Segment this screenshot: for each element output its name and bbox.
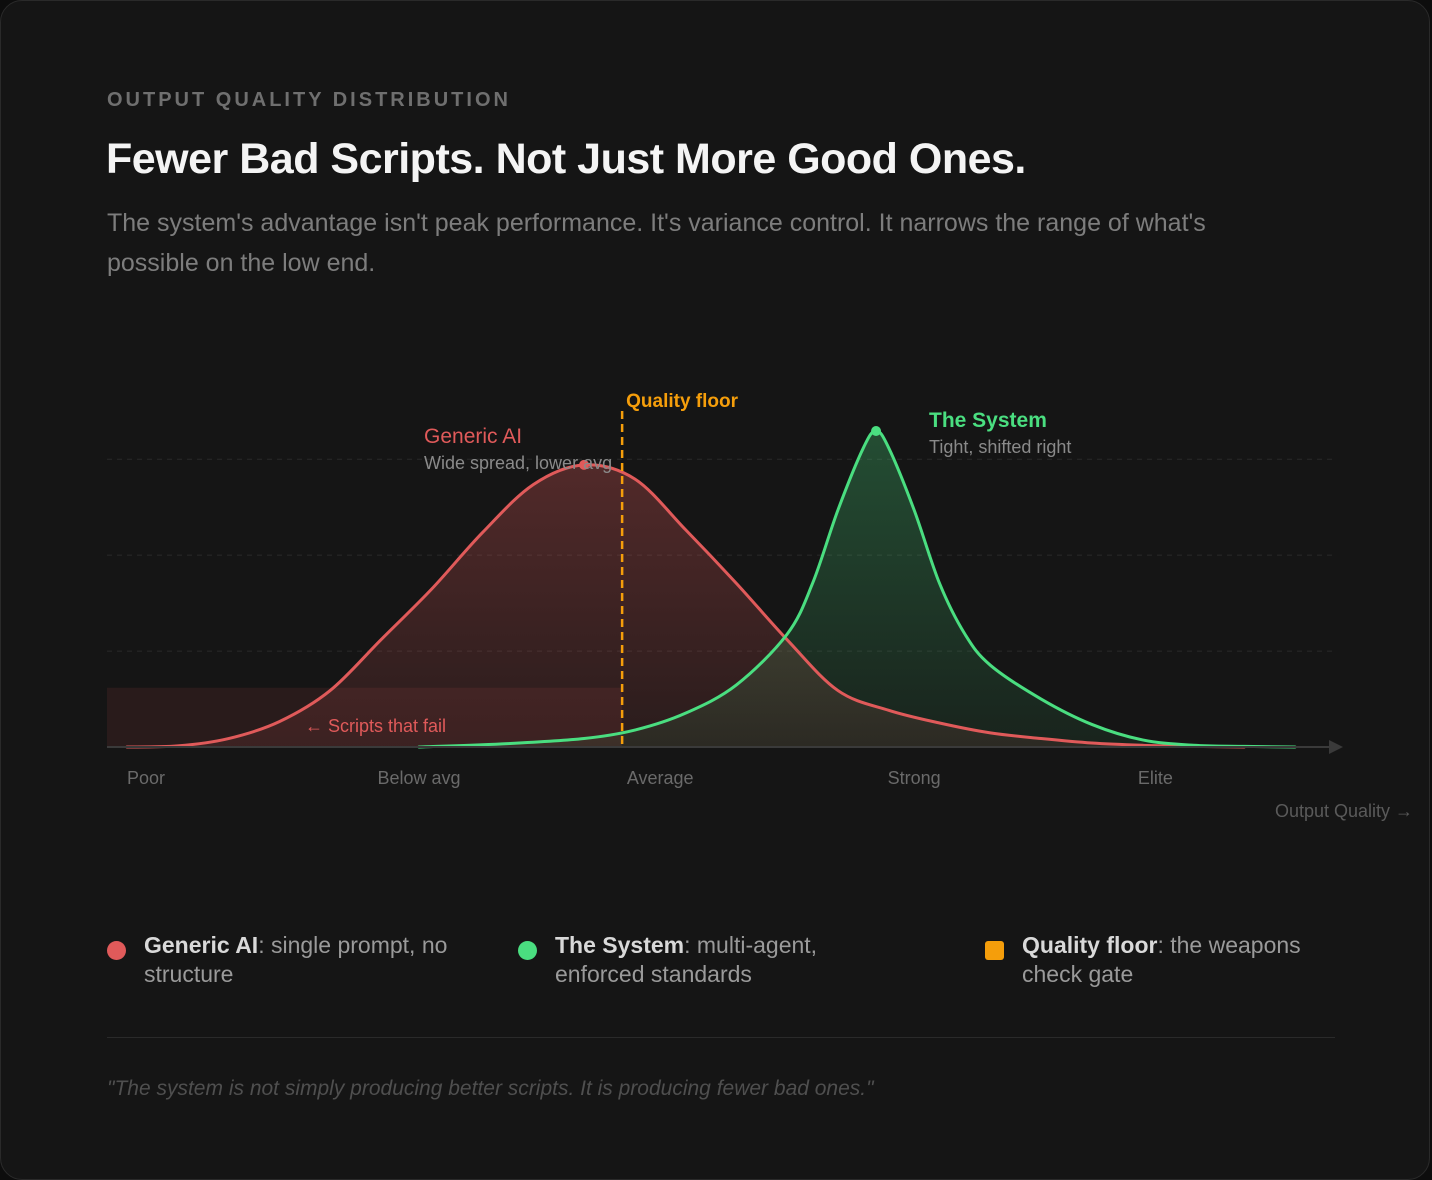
generic-ai-label: Generic AI <box>424 425 522 448</box>
x-axis-title: Output Quality → <box>1275 801 1413 821</box>
chart-subtitle: The system's advantage isn't peak perfor… <box>107 209 1206 277</box>
x-tick-label: Strong <box>888 768 941 788</box>
legend-floor-name: Quality floor <box>1022 932 1158 958</box>
system-label: The System <box>929 409 1047 432</box>
footer-divider <box>107 1037 1335 1038</box>
legend-floor-desc: : the weapons check gate <box>1022 932 1301 987</box>
generic-ai-sublabel: Wide spread, lower avg <box>424 453 612 473</box>
generic-curve <box>125 463 1246 749</box>
x-tick-label: Poor <box>127 768 165 788</box>
system-area <box>419 431 1295 747</box>
x-tick-label: Average <box>627 768 694 788</box>
x-axis-arrow-icon <box>1329 740 1343 754</box>
legend-item-generic: Generic AI: single prompt, no structure <box>107 931 464 989</box>
x-tick-label: Elite <box>1138 768 1173 788</box>
legend-floor-text: Quality floor: the weapons check gate <box>1022 931 1342 989</box>
legend-generic-text: Generic AI: single prompt, no structure <box>144 931 464 989</box>
generic-area <box>127 464 1245 747</box>
x-tick-label: Below avg <box>377 768 460 788</box>
legend-system-name: The System <box>555 932 685 958</box>
generic-legend-dot-icon <box>107 941 126 960</box>
system-sublabel: Tight, shifted right <box>929 437 1071 457</box>
footer-quote: "The system is not simply producing bett… <box>107 1077 874 1100</box>
generic-peak-dot <box>579 459 590 470</box>
chart-title: Fewer Bad Scripts. Not Just More Good On… <box>106 135 1026 183</box>
system-legend-dot-icon <box>518 941 537 960</box>
legend-generic-name: Generic AI <box>144 932 259 958</box>
quality-floor-label: Quality floor <box>626 391 739 412</box>
scripts-fail-label: ← Scripts that fail <box>305 716 446 736</box>
legend-item-floor: Quality floor: the weapons check gate <box>985 931 1342 989</box>
legend-generic-desc: : single prompt, no structure <box>144 932 448 987</box>
legend-system-desc: : multi-agent, enforced standards <box>555 932 818 987</box>
legend-system-text: The System: multi-agent, enforced standa… <box>555 931 865 989</box>
legend-item-system: The System: multi-agent, enforced standa… <box>518 931 865 989</box>
floor-legend-square-icon <box>985 941 1004 960</box>
system-peak-dot <box>871 426 882 436</box>
eyebrow-label: OUTPUT QUALITY DISTRIBUTION <box>107 89 511 111</box>
